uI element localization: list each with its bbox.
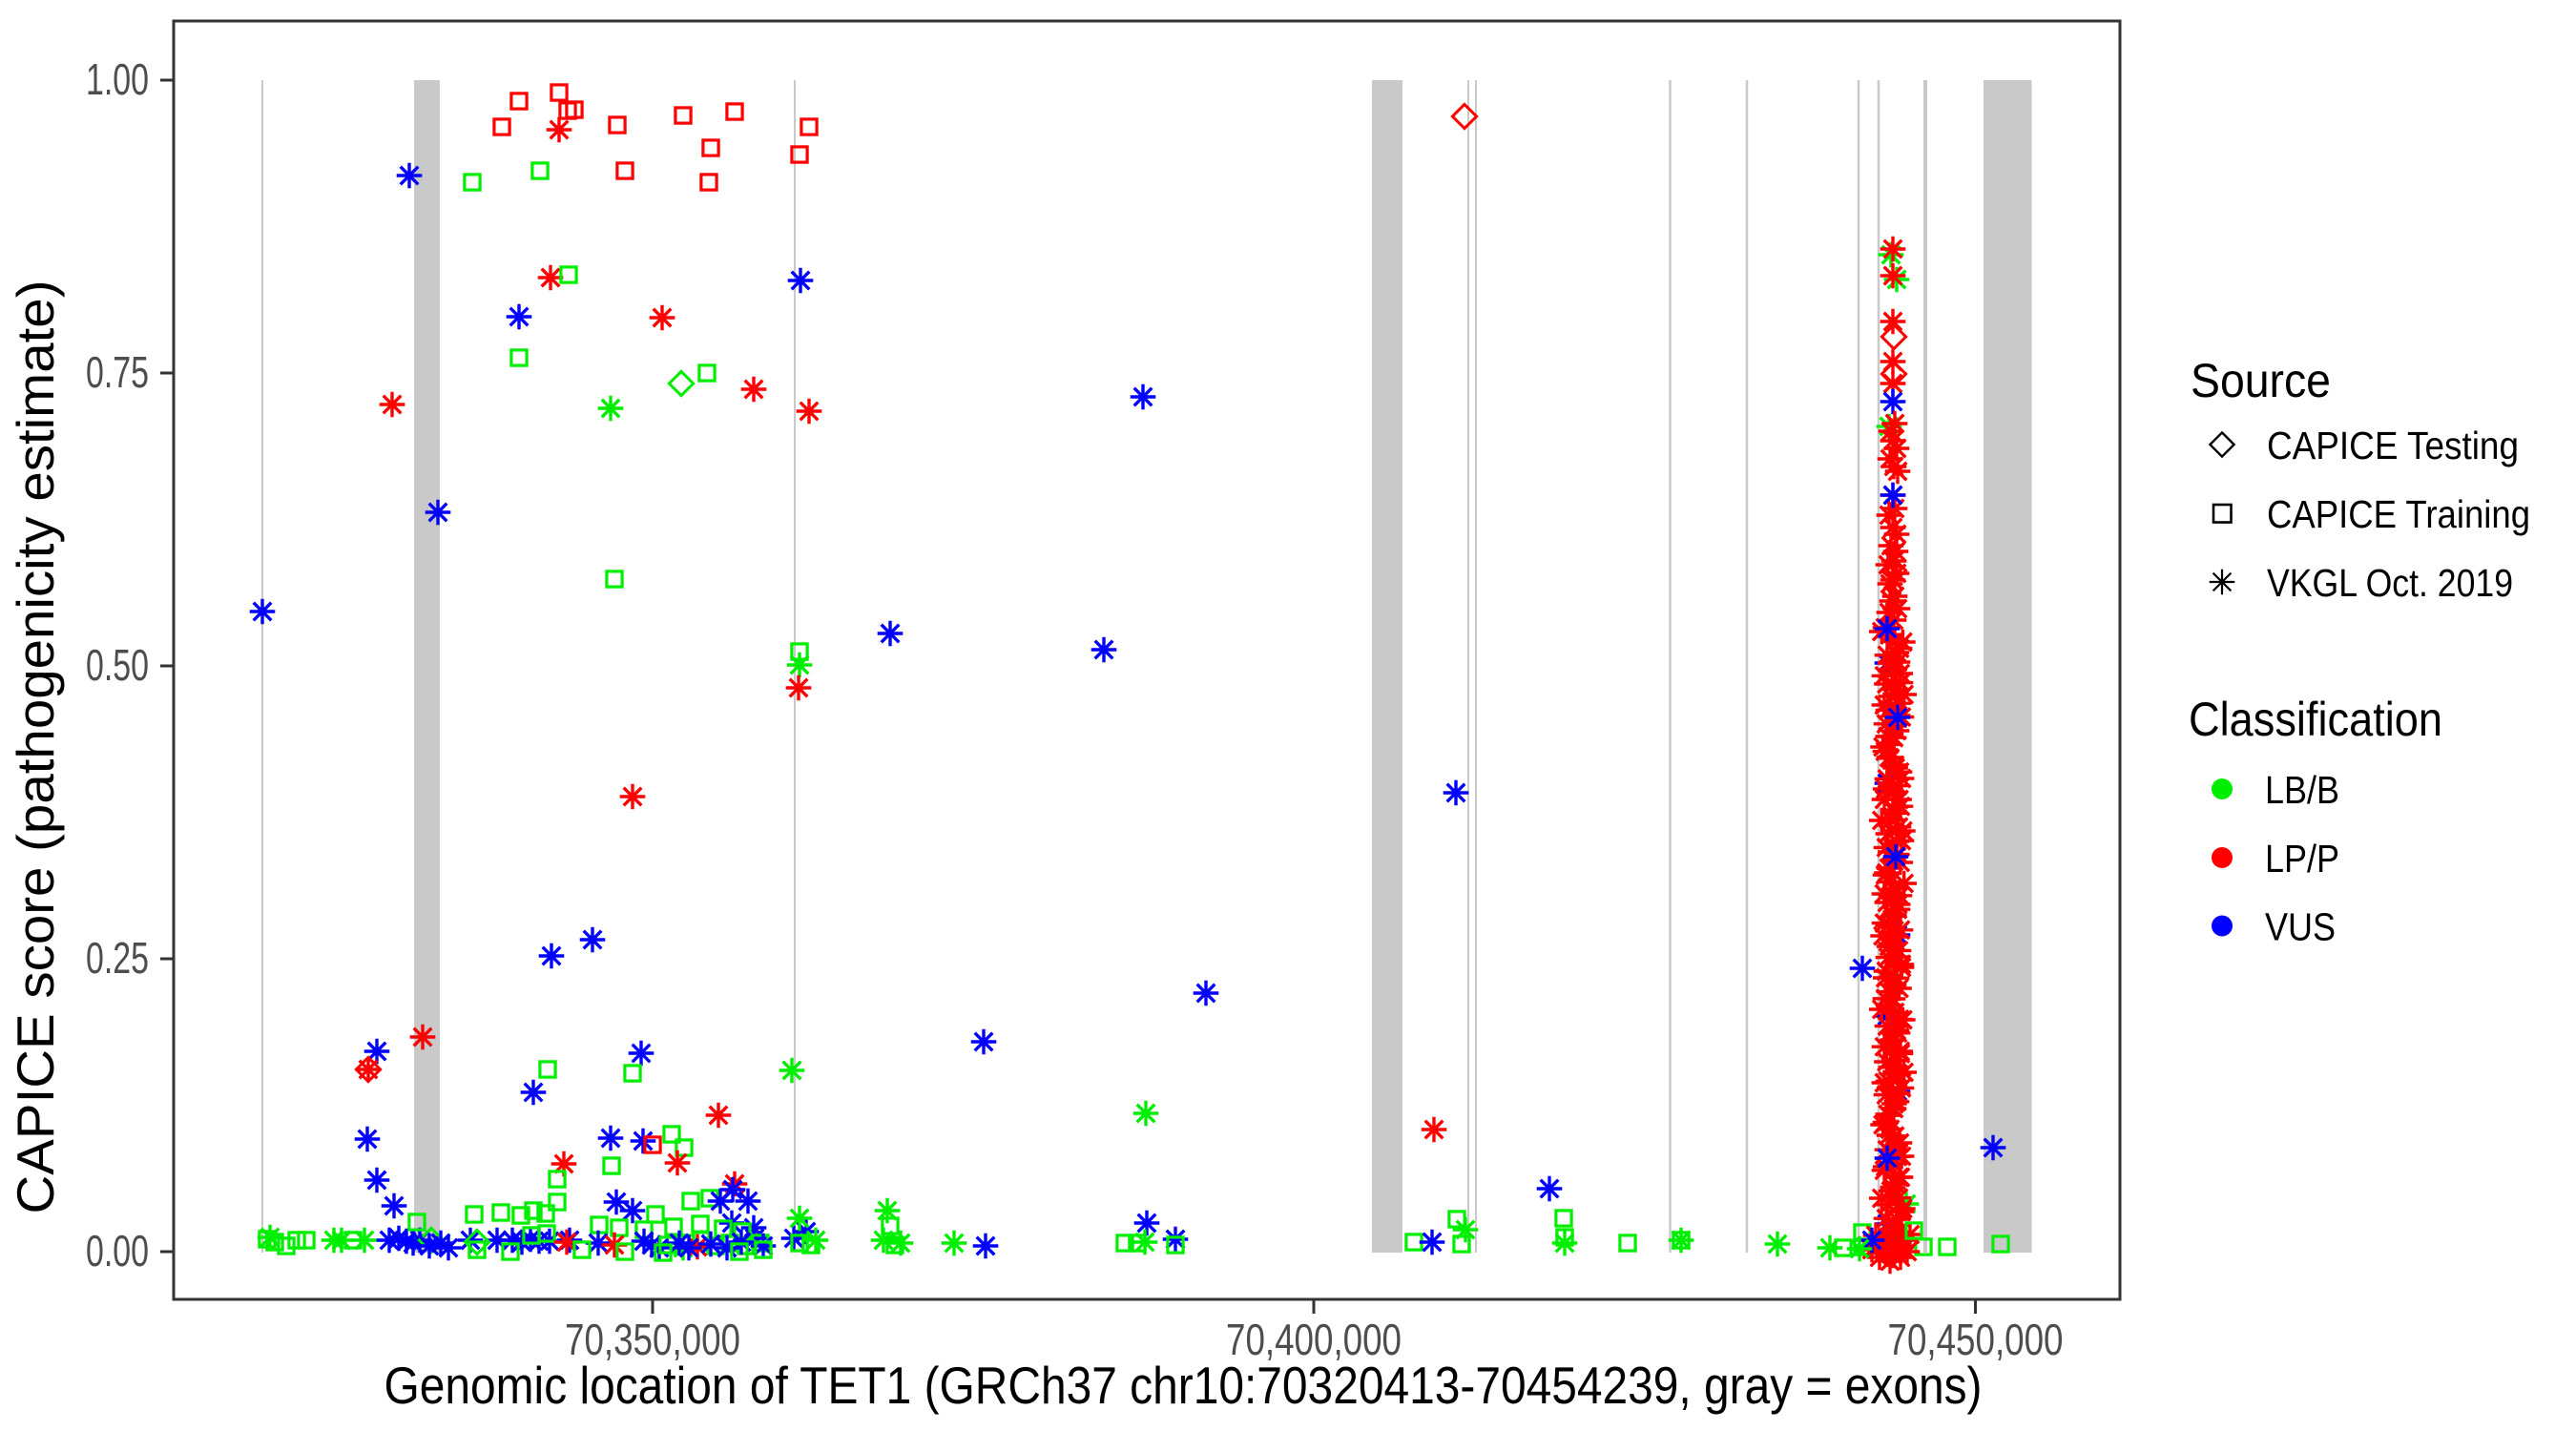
svg-text:1.00: 1.00 bbox=[86, 54, 149, 104]
svg-text:0.25: 0.25 bbox=[86, 933, 149, 983]
svg-text:0.75: 0.75 bbox=[86, 347, 149, 397]
svg-text:CAPICE Training: CAPICE Training bbox=[2267, 492, 2530, 536]
svg-text:LP/P: LP/P bbox=[2265, 837, 2339, 881]
svg-text:Classification: Classification bbox=[2189, 693, 2442, 746]
svg-text:Source: Source bbox=[2191, 354, 2331, 407]
svg-text:CAPICE Testing: CAPICE Testing bbox=[2267, 424, 2519, 467]
svg-text:CAPICE score (pathogenicity es: CAPICE score (pathogenicity estimate) bbox=[6, 280, 65, 1214]
svg-text:70,400,000: 70,400,000 bbox=[1226, 1315, 1402, 1364]
svg-text:0.50: 0.50 bbox=[86, 640, 149, 690]
svg-text:Genomic location of TET1 (GRCh: Genomic location of TET1 (GRCh37 chr10:7… bbox=[384, 1356, 1983, 1415]
svg-text:70,350,000: 70,350,000 bbox=[565, 1315, 740, 1364]
svg-text:70,450,000: 70,450,000 bbox=[1888, 1315, 2064, 1364]
svg-text:VKGL Oct. 2019: VKGL Oct. 2019 bbox=[2267, 561, 2513, 605]
svg-text:LB/B: LB/B bbox=[2265, 768, 2339, 812]
svg-text:VUS: VUS bbox=[2265, 905, 2336, 949]
svg-text:0.00: 0.00 bbox=[86, 1226, 149, 1275]
